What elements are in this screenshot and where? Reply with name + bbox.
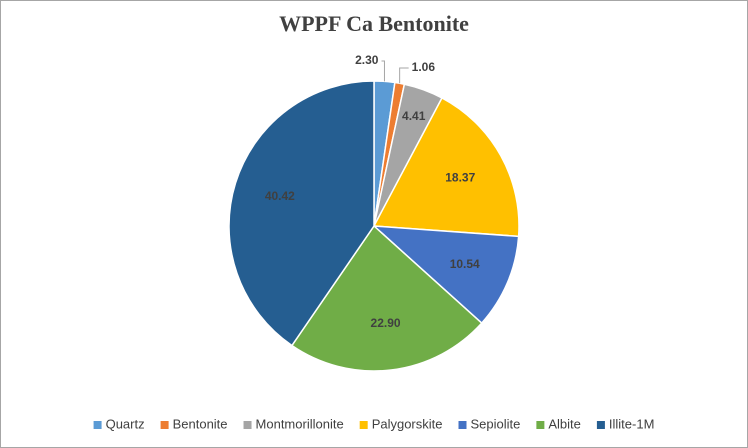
- pie-slice: [371, 225, 520, 325]
- chart-title: WPPF Ca Bentonite: [279, 11, 469, 36]
- legend-swatch: [596, 421, 605, 429]
- legend-item: Quartz: [93, 416, 145, 431]
- data-label: 1.06: [412, 60, 436, 74]
- legend-swatch: [458, 421, 467, 429]
- legend-item: Sepiolite: [458, 416, 521, 431]
- legend-label: Palygorskite: [372, 416, 443, 431]
- data-label: 4.41: [402, 109, 426, 123]
- pie-slice: [228, 80, 375, 347]
- legend-item: Albite: [536, 416, 581, 431]
- data-label: 2.30: [355, 53, 379, 67]
- legend-label: Quartz: [106, 416, 145, 431]
- leader-line: [381, 60, 385, 82]
- legend-swatch: [536, 421, 545, 429]
- pie-slice: [372, 96, 520, 238]
- legend: Quartz Bentonite Montmorillonite Palygorski…: [93, 416, 655, 431]
- legend-swatch: [359, 421, 368, 429]
- legend-swatch: [243, 421, 252, 429]
- data-label: 22.90: [371, 316, 401, 330]
- pie-slice: [290, 224, 483, 372]
- legend-swatch: [160, 421, 169, 429]
- legend-label: Illite-1M: [609, 416, 655, 431]
- legend-item: Montmorillonite: [243, 416, 344, 431]
- legend-item: Bentonite: [160, 416, 228, 431]
- data-label: 18.37: [445, 170, 475, 184]
- data-label: 40.42: [265, 189, 295, 203]
- legend-label: Bentonite: [173, 416, 228, 431]
- legend-swatch: [93, 421, 102, 429]
- legend-label: Albite: [548, 416, 581, 431]
- pie: 2.30 1.06 4.41 18.37 10.54 22.90 40.42: [228, 53, 520, 372]
- leader-line: [399, 67, 409, 84]
- legend-label: Sepiolite: [471, 416, 521, 431]
- legend-label: Montmorillonite: [256, 416, 344, 431]
- legend-item: Palygorskite: [359, 416, 443, 431]
- data-label: 10.54: [450, 257, 480, 271]
- legend-item: Illite-1M: [596, 416, 655, 431]
